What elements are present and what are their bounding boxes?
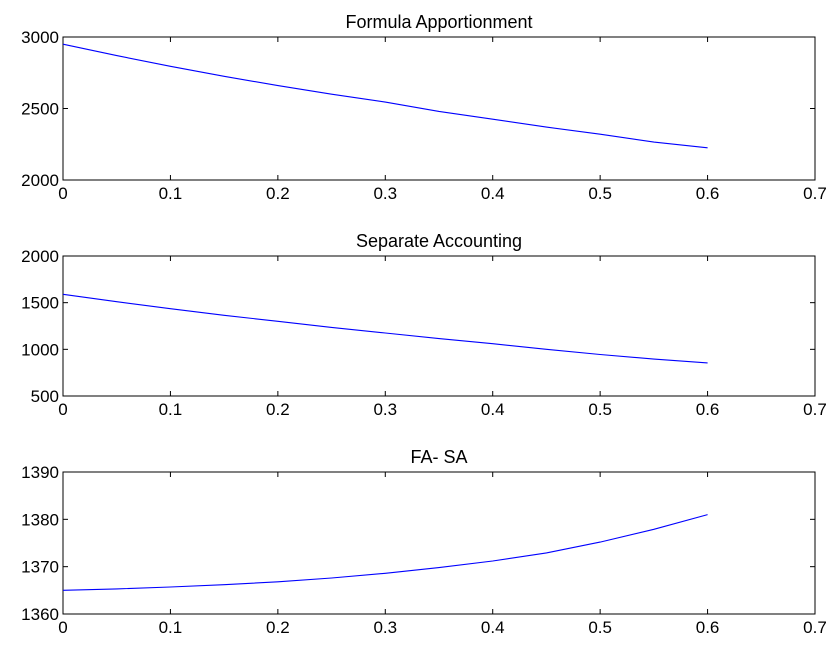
y-tick-label: 1380 — [21, 510, 59, 529]
y-tick-label: 1500 — [21, 294, 59, 313]
x-tick-label: 0.4 — [481, 618, 505, 637]
series-line — [62, 293, 708, 364]
y-tick-label: 1360 — [21, 605, 59, 624]
series-line — [62, 43, 708, 149]
x-tick-label: 0.6 — [696, 618, 720, 637]
x-tick-label: 0 — [58, 400, 67, 419]
y-tick-label: 1000 — [21, 340, 59, 359]
x-tick-label: 0.1 — [159, 184, 183, 203]
chart-title: Separate Accounting — [356, 231, 522, 251]
x-tick-label: 0.3 — [373, 618, 397, 637]
y-tick-label: 1390 — [21, 463, 59, 482]
plot-area — [62, 36, 816, 181]
x-tick-label: 0.1 — [159, 618, 183, 637]
x-tick-label: 0.5 — [588, 618, 612, 637]
x-tick-label: 0 — [58, 184, 67, 203]
x-tick-label: 0.2 — [266, 400, 290, 419]
y-tick-label: 1370 — [21, 558, 59, 577]
y-tick-label: 2500 — [21, 100, 59, 119]
y-tick-label: 500 — [31, 387, 59, 406]
x-tick-label: 0.7 — [803, 618, 827, 637]
chart-title: Formula Apportionment — [345, 12, 532, 32]
plot-area — [62, 255, 816, 397]
x-tick-label: 0.5 — [588, 400, 612, 419]
x-tick-label: 0.6 — [696, 400, 720, 419]
x-tick-label: 0.5 — [588, 184, 612, 203]
subplot-2: Separate Accounting 0 0.1 0.2 0.3 0.4 0.5 0.6 0.… — [21, 231, 827, 419]
chart-title: FA- SA — [410, 447, 467, 467]
subplot-1: Formula Apportionment 0 0.1 0.2 0.3 0.4 0.5 0.6… — [21, 12, 827, 203]
x-tick-label: 0.7 — [803, 184, 827, 203]
y-tick-label: 3000 — [21, 28, 59, 47]
y-tick-label: 2000 — [21, 171, 59, 190]
x-tick-label: 0.3 — [373, 400, 397, 419]
plot-area — [62, 471, 816, 615]
x-tick-label: 0.4 — [481, 400, 505, 419]
x-tick-label: 0.7 — [803, 400, 827, 419]
x-tick-label: 0.2 — [266, 618, 290, 637]
x-tick-label: 0 — [58, 618, 67, 637]
x-tick-label: 0.3 — [373, 184, 397, 203]
subplot-3: FA- SA 0 0.1 0.2 0.3 0.4 0.5 0.6 0.7 1360 1370 1380… — [21, 447, 827, 637]
x-tick-label: 0.6 — [696, 184, 720, 203]
y-tick-label: 2000 — [21, 247, 59, 266]
x-tick-label: 0.2 — [266, 184, 290, 203]
x-tick-label: 0.1 — [159, 400, 183, 419]
series-line — [62, 514, 708, 591]
x-tick-label: 0.4 — [481, 184, 505, 203]
